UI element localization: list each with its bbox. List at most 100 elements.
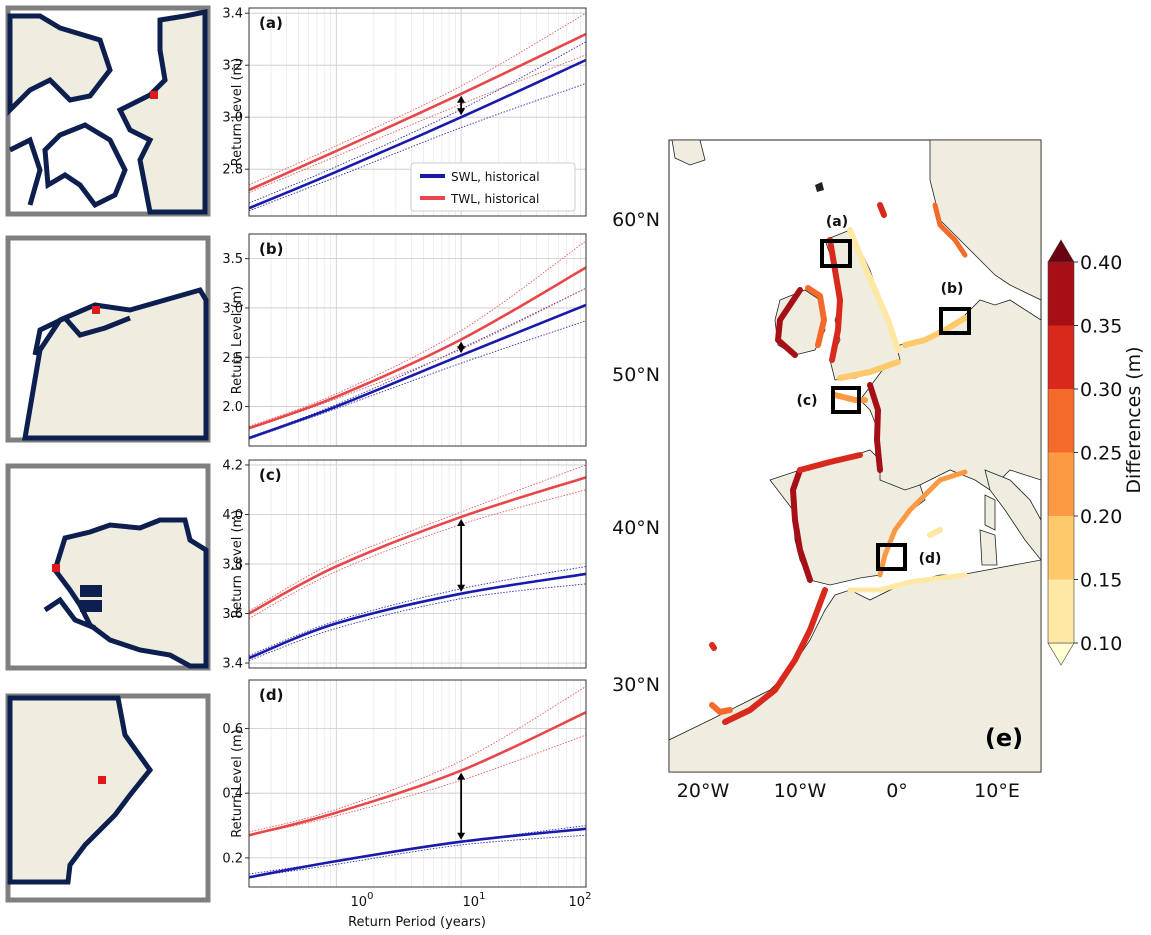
series-group	[249, 686, 586, 879]
y-tick-label: 3.0	[222, 301, 243, 316]
panel-frame	[248, 459, 587, 669]
series-twl-ci-upper	[249, 12, 586, 186]
colorbar-tick-label: 0.30	[1080, 379, 1122, 401]
map-label-b: (b)	[941, 281, 964, 297]
series-swl-ci-lower	[249, 834, 586, 878]
series-twl-ci-upper	[249, 464, 586, 612]
series-swl-ci-upper	[249, 287, 586, 438]
plot-area	[249, 234, 586, 446]
arrow-head-down	[457, 346, 466, 354]
y-tick-label: 0.4	[222, 787, 243, 802]
lat-tick-30: 30°N	[612, 674, 660, 696]
colorbar-extend-high	[1047, 239, 1075, 263]
colorbar-segment	[1048, 262, 1074, 326]
series-twl-ci-lower	[249, 489, 586, 619]
colorbar-extend-low	[1047, 642, 1075, 666]
y-tick-label: 2.8	[222, 163, 243, 178]
panel-frame	[248, 233, 587, 447]
colorbar-tick-label: 0.10	[1080, 633, 1122, 655]
y-tick-label: 0.6	[222, 722, 243, 737]
legend-twl-label: TWL, historical	[450, 192, 539, 206]
x-tick-1: 100	[351, 891, 374, 910]
map-box-c	[831, 386, 861, 414]
y-tick-label: 3.5	[222, 252, 243, 267]
inset-d	[5, 693, 211, 903]
arrow-head-up	[457, 518, 466, 526]
series-group	[249, 12, 586, 212]
legend-swl-label: SWL, historical	[451, 170, 540, 184]
series-swl-line	[249, 572, 586, 660]
panel-c: 3.4 3.6 3.8 4.0 4.2 (c) Return Level (m)	[222, 458, 587, 672]
line-panels: 2.8 3.0 3.2 3.4 (a) Return Level (m) 2.0 2.5 3.0…	[222, 7, 587, 888]
inset-b	[5, 235, 211, 443]
panel-label: (d)	[259, 686, 283, 704]
map-box-a	[820, 239, 852, 268]
colorbar-tick-label: 0.20	[1080, 506, 1122, 528]
map-box-b	[939, 307, 971, 335]
arrow-head-down	[457, 832, 466, 840]
panel-frame	[248, 679, 587, 888]
y-tick-label: 3.8	[222, 558, 243, 573]
series-twl-line	[249, 711, 586, 837]
series-swl-ci-lower	[249, 583, 586, 661]
y-tick-label: 3.4	[222, 657, 243, 672]
series-twl-line	[249, 32, 586, 192]
map-label-d: (d)	[919, 551, 942, 567]
y-tick-label: 4.2	[222, 458, 243, 473]
colorbar-segment	[1048, 452, 1074, 516]
inset-c	[5, 463, 211, 671]
colorbar-tick-label: 0.35	[1080, 316, 1122, 338]
arrow-head-down	[457, 584, 466, 592]
series-twl-ci-lower	[249, 54, 586, 194]
coastal-differences	[709, 202, 968, 725]
panel-label: (a)	[259, 14, 283, 32]
colorbar-tick-label: 0.25	[1080, 443, 1122, 465]
series-swl-ci-lower	[249, 320, 586, 440]
panel-b: 2.0 2.5 3.0 3.5 (b) Return Level (m)	[222, 233, 587, 447]
plot-area	[249, 680, 586, 887]
map-box-d	[876, 543, 907, 571]
arrow-head-down	[457, 108, 466, 116]
y-tick-label: 0.2	[222, 851, 243, 866]
lon-tick-10e: 10°E	[974, 780, 1020, 802]
y-tick-label: 3.6	[222, 607, 243, 622]
legend: SWL, historical TWL, historical	[410, 162, 576, 212]
colorbar-segment	[1048, 325, 1074, 389]
y-tick-label: 4.0	[222, 508, 243, 523]
y-axis-label: Return Level (m)	[230, 510, 245, 619]
x-tick-10: 101	[463, 891, 486, 910]
series-swl-ci-upper	[249, 566, 586, 657]
y-axis-label: Return Level (m)	[230, 286, 245, 395]
series-swl-ci-upper	[249, 41, 586, 204]
series-twl-line	[249, 476, 586, 615]
arrow-head-up	[457, 95, 466, 103]
series-twl-ci-upper	[249, 686, 586, 833]
series-twl-ci-lower	[249, 287, 586, 430]
series-group	[249, 240, 586, 440]
lon-tick-0: 0°	[886, 780, 908, 802]
series-twl-ci-upper	[249, 240, 586, 427]
lon-tick-20w: 20°W	[677, 780, 730, 802]
x-axis-label: Return Period (years)	[348, 915, 486, 930]
colorbar-label: Differences (m)	[1123, 346, 1145, 493]
colorbar-segment	[1048, 579, 1074, 643]
lat-tick-60: 60°N	[612, 209, 660, 231]
series-group	[249, 464, 586, 661]
x-tick-100: 102	[569, 891, 592, 910]
series-swl-line	[249, 827, 586, 879]
y-tick-label: 2.5	[222, 351, 243, 366]
colorbar-segment	[1048, 389, 1074, 453]
lat-tick-50: 50°N	[612, 364, 660, 386]
y-tick-label: 2.0	[222, 400, 243, 415]
arrow-head-up	[457, 772, 466, 780]
panel-label: (c)	[259, 466, 282, 484]
series-twl-ci-lower	[249, 734, 586, 836]
y-axis-label: Return Level (m)	[230, 729, 245, 838]
colorbar-segment	[1048, 516, 1074, 580]
inset-a	[5, 5, 211, 217]
lat-tick-40: 40°N	[612, 517, 660, 539]
y-axis-label: Return Level (m)	[230, 58, 245, 167]
y-tick-label: 3.4	[222, 7, 243, 22]
series-swl-ci-lower	[249, 82, 586, 212]
y-tick-label: 3.0	[222, 111, 243, 126]
